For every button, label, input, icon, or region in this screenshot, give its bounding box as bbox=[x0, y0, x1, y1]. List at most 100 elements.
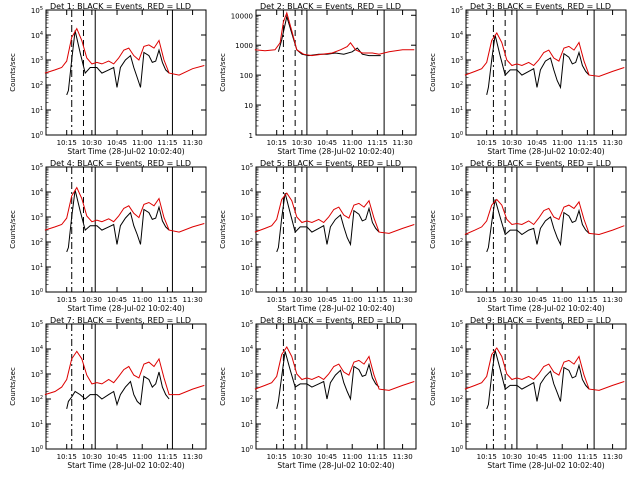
y-tick-label: 102 bbox=[451, 395, 463, 404]
x-tick-label: 10:15 bbox=[267, 296, 287, 304]
x-tick-label: 10:30 bbox=[292, 453, 312, 461]
x-tick-label: 11:15 bbox=[367, 139, 387, 147]
y-tick-label: 102 bbox=[31, 238, 43, 247]
y-tick-label: 100 bbox=[241, 288, 253, 297]
y-tick-label: 103 bbox=[31, 370, 43, 379]
y-tick-label: 100 bbox=[241, 445, 253, 454]
x-tick-label: 10:15 bbox=[267, 453, 287, 461]
y-tick-label: 104 bbox=[241, 345, 253, 354]
y-tick-label: 103 bbox=[31, 213, 43, 222]
y-tick-label: 10 bbox=[244, 102, 253, 110]
x-tick-label: 10:15 bbox=[57, 296, 77, 304]
y-tick-label: 101 bbox=[31, 420, 43, 429]
x-tick-label: 10:45 bbox=[527, 139, 547, 147]
x-tick-label: 10:30 bbox=[502, 453, 522, 461]
series-events bbox=[276, 192, 380, 253]
y-tick-label: 104 bbox=[241, 188, 253, 197]
panel-det-6: Det 6: BLACK = Events, RED = LLD 100 101 10… bbox=[429, 159, 627, 313]
x-tick-label: 10:45 bbox=[107, 296, 127, 304]
y-axis-label: Counts/sec bbox=[429, 210, 437, 249]
x-tick-label: 11:15 bbox=[157, 453, 177, 461]
x-axis-label: Start Time (28-Jul-02 10:02:40) bbox=[277, 147, 394, 156]
x-tick-label: 11:00 bbox=[132, 453, 152, 461]
series-lld bbox=[254, 192, 415, 234]
y-tick-label: 100 bbox=[31, 445, 43, 454]
panel-title: Det 9: BLACK = Events, RED = LLD bbox=[470, 316, 611, 325]
panel-det-8: Det 8: BLACK = Events, RED = LLD 100 101 10… bbox=[219, 316, 417, 470]
panel-det-2: Det 2: BLACK = Events, RED = LLD 1 10 100 10… bbox=[219, 2, 417, 156]
series-events bbox=[486, 349, 590, 410]
y-tick-label: 105 bbox=[451, 6, 463, 15]
y-tick-label: 100 bbox=[240, 72, 253, 80]
x-tick-label: 11:15 bbox=[157, 296, 177, 304]
x-tick-label: 11:15 bbox=[367, 453, 387, 461]
y-tick-label: 105 bbox=[241, 320, 253, 329]
y-tick-label: 100 bbox=[451, 288, 463, 297]
x-tick-label: 11:00 bbox=[552, 453, 572, 461]
y-tick-label: 105 bbox=[31, 6, 43, 15]
x-tick-label: 11:30 bbox=[392, 296, 412, 304]
plot-frame bbox=[45, 323, 207, 450]
panel-title: Det 5: BLACK = Events, RED = LLD bbox=[260, 159, 401, 168]
x-tick-label: 11:30 bbox=[602, 139, 622, 147]
y-tick-label: 101 bbox=[31, 263, 43, 272]
y-axis-label: Counts/sec bbox=[429, 367, 437, 406]
plot-frame bbox=[465, 166, 627, 293]
y-tick-label: 101 bbox=[241, 420, 253, 429]
series-lld bbox=[464, 347, 625, 391]
x-tick-label: 10:45 bbox=[107, 139, 127, 147]
y-tick-label: 101 bbox=[451, 420, 463, 429]
series-events bbox=[66, 371, 170, 410]
y-tick-label: 102 bbox=[451, 81, 463, 90]
y-axis-label: Counts/sec bbox=[219, 53, 227, 92]
y-tick-label: 101 bbox=[31, 106, 43, 115]
x-tick-label: 10:30 bbox=[502, 139, 522, 147]
panel-title: Det 2: BLACK = Events, RED = LLD bbox=[260, 2, 401, 11]
x-tick-label: 10:15 bbox=[477, 453, 497, 461]
y-tick-label: 104 bbox=[451, 31, 463, 40]
series-lld bbox=[44, 27, 205, 76]
series-events bbox=[486, 34, 590, 96]
x-tick-label: 11:30 bbox=[182, 296, 202, 304]
y-tick-label: 105 bbox=[31, 320, 43, 329]
y-tick-label: 102 bbox=[451, 238, 463, 247]
y-tick-label: 105 bbox=[451, 320, 463, 329]
x-tick-label: 10:30 bbox=[82, 139, 102, 147]
y-tick-label: 103 bbox=[241, 213, 253, 222]
y-axis-label: Counts/sec bbox=[219, 367, 227, 406]
x-tick-label: 11:30 bbox=[182, 453, 202, 461]
x-tick-label: 11:15 bbox=[367, 296, 387, 304]
y-tick-label: 103 bbox=[451, 370, 463, 379]
x-tick-label: 11:00 bbox=[342, 296, 362, 304]
y-tick-label: 102 bbox=[241, 238, 253, 247]
y-tick-label: 100 bbox=[31, 288, 43, 297]
series-events bbox=[66, 189, 170, 253]
x-axis-label: Start Time (28-Jul-02 10:02:40) bbox=[277, 304, 394, 313]
y-tick-label: 10000 bbox=[231, 12, 253, 20]
x-tick-label: 10:30 bbox=[82, 453, 102, 461]
y-axis-label: Counts/sec bbox=[9, 53, 17, 92]
y-axis-label: Counts/sec bbox=[9, 367, 17, 406]
y-tick-label: 100 bbox=[451, 445, 463, 454]
panel-det-4: Det 4: BLACK = Events, RED = LLD 100 101 10… bbox=[9, 159, 207, 313]
panel-title: Det 6: BLACK = Events, RED = LLD bbox=[470, 159, 611, 168]
x-axis-label: Start Time (28-Jul-02 10:02:40) bbox=[487, 304, 604, 313]
y-tick-label: 1000 bbox=[235, 42, 253, 50]
x-tick-label: 10:30 bbox=[502, 296, 522, 304]
series-events bbox=[486, 199, 590, 253]
y-tick-label: 102 bbox=[31, 81, 43, 90]
y-tick-label: 103 bbox=[31, 56, 43, 65]
series-lld bbox=[44, 350, 205, 396]
y-tick-label: 101 bbox=[451, 106, 463, 115]
x-tick-label: 10:15 bbox=[57, 453, 77, 461]
y-tick-label: 104 bbox=[31, 345, 43, 354]
x-tick-label: 11:00 bbox=[132, 296, 152, 304]
y-tick-label: 101 bbox=[451, 263, 463, 272]
y-tick-label: 1 bbox=[249, 132, 253, 140]
series-lld bbox=[254, 11, 415, 57]
x-tick-label: 10:30 bbox=[292, 296, 312, 304]
x-tick-label: 11:15 bbox=[157, 139, 177, 147]
x-tick-label: 11:30 bbox=[392, 453, 412, 461]
panel-title: Det 3: BLACK = Events, RED = LLD bbox=[470, 2, 611, 11]
